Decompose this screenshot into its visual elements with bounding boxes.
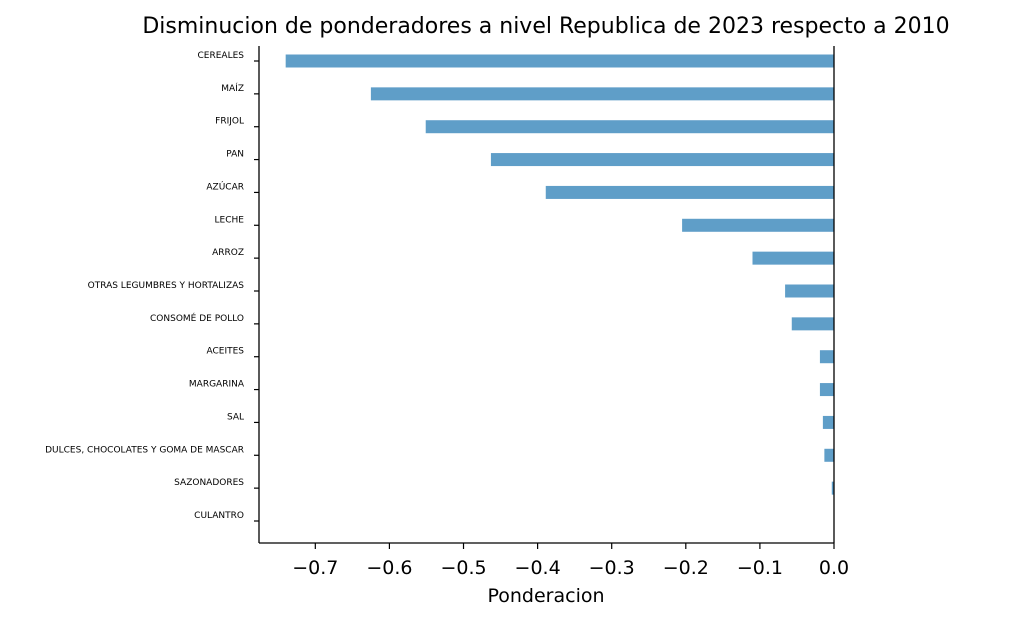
bar bbox=[370, 87, 834, 101]
y-tick-label: OTRAS LEGUMBRES Y HORTALIZAS bbox=[88, 281, 245, 291]
y-tick-label: DULCES, CHOCOLATES Y GOMA DE MASCAR bbox=[45, 445, 244, 455]
bar bbox=[682, 218, 834, 232]
x-tick-label: −0.4 bbox=[515, 557, 561, 579]
x-tick-label: −0.3 bbox=[589, 557, 635, 579]
y-tick-label: MARGARINA bbox=[189, 380, 245, 390]
y-tick-label: MAÍZ bbox=[221, 82, 244, 94]
y-tick-label: SAZONADORES bbox=[174, 478, 244, 488]
bars-group bbox=[285, 54, 835, 528]
bar bbox=[819, 350, 834, 364]
y-tick-label: AZÚCAR bbox=[206, 180, 244, 192]
bar bbox=[791, 317, 834, 331]
y-tick-label: ARROZ bbox=[212, 248, 244, 258]
x-tick-label: −0.6 bbox=[366, 557, 412, 579]
y-tick-label: CONSOMÉ DE POLLO bbox=[150, 312, 244, 324]
y-tick-label: CEREALES bbox=[198, 51, 245, 61]
y-tick-label: SAL bbox=[227, 412, 244, 422]
y-tick-label: PAN bbox=[226, 150, 244, 160]
x-axis-ticks: −0.7 −0.6 −0.5 −0.4 −0.3 −0.2 −0.1 0.0 bbox=[292, 543, 849, 579]
bar bbox=[831, 481, 834, 495]
chart-title: Disminucion de ponderadores a nivel Repu… bbox=[142, 14, 949, 39]
y-tick-label: LECHE bbox=[215, 215, 245, 225]
x-tick-label: 0.0 bbox=[819, 557, 849, 579]
x-tick-label: −0.7 bbox=[292, 557, 338, 579]
y-tick-label: FRIJOL bbox=[215, 117, 244, 127]
x-tick-label: −0.2 bbox=[663, 557, 709, 579]
bar bbox=[490, 153, 834, 167]
y-axis-ticks: CEREALES MAÍZ FRIJOL PAN AZÚCAR LECHE ARROZ OTR… bbox=[45, 51, 259, 522]
bar bbox=[785, 284, 834, 298]
x-tick-label: −0.1 bbox=[737, 557, 783, 579]
bar bbox=[819, 383, 834, 397]
x-tick-label: −0.5 bbox=[440, 557, 486, 579]
bar bbox=[425, 120, 834, 134]
x-axis-label: Ponderacion bbox=[487, 585, 604, 607]
bar bbox=[285, 54, 834, 68]
y-tick-label: ACEITES bbox=[206, 347, 244, 357]
bar bbox=[824, 448, 834, 462]
bar bbox=[822, 415, 834, 429]
bar bbox=[752, 251, 834, 265]
y-tick-label: CULANTRO bbox=[194, 511, 244, 521]
bar bbox=[545, 185, 834, 199]
